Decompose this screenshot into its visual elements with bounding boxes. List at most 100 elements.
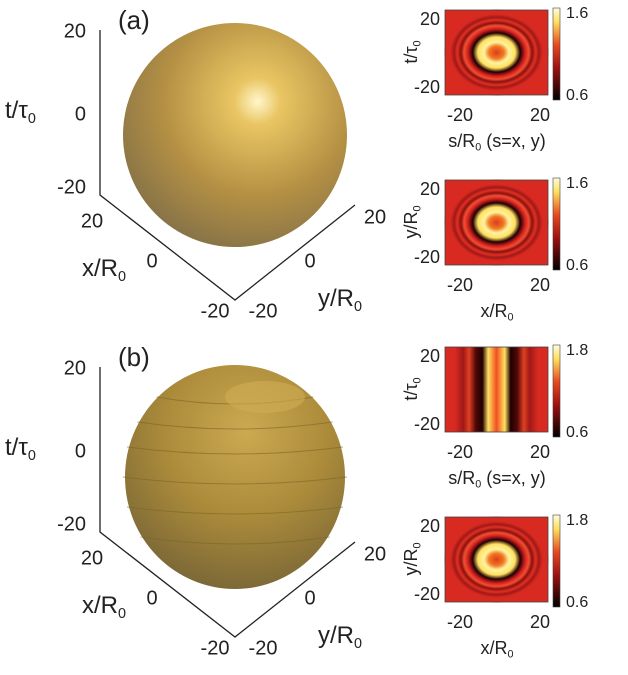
heatmap-rings: [444, 179, 549, 266]
x-axis-label-sub: 0: [118, 606, 126, 622]
y-axis-label-main: y/R: [318, 285, 354, 312]
iso-ridge: [140, 536, 330, 545]
x-tick-label: 0: [146, 587, 157, 609]
colorbar-tick-label: 1.8: [566, 512, 588, 529]
y-axis-label: y/R0: [318, 285, 362, 315]
map-x-label-rest: (s=x, y): [481, 468, 546, 488]
map-y-label: t/τ0: [401, 40, 424, 63]
map-y-tick-label: 20: [420, 9, 440, 29]
y-tick-label: 20: [364, 206, 386, 228]
z-tick-label: 0: [75, 103, 86, 125]
iso-ridge: [137, 421, 333, 430]
map-x-label: s/R0 (s=x, y): [448, 468, 546, 491]
colorbar-tick-label: 1.6: [566, 5, 588, 22]
y-axis-label-main: y/R: [318, 622, 354, 649]
x-tick-label: 20: [81, 547, 103, 569]
map-x-label: s/R0 (s=x, y): [448, 131, 546, 154]
map-x-label-sub: 0: [475, 141, 481, 153]
map-x-label-sub: 0: [507, 648, 513, 660]
map-x-tick-label: 20: [530, 275, 550, 295]
map-x-tick-label: 20: [530, 105, 550, 125]
map-x-label-main: s/R: [448, 468, 475, 488]
x-tick-label: 20: [81, 210, 103, 232]
panel-label: (b): [118, 342, 150, 372]
x-axis-label-main: x/R: [82, 592, 118, 619]
map-y-label-sub: 0: [411, 205, 423, 211]
colorbar: [552, 514, 561, 608]
isosurface: [125, 365, 345, 589]
y-axis-label-sub: 0: [354, 636, 362, 652]
y-tick-label: 20: [364, 543, 386, 565]
x-tick-label: 0: [146, 250, 157, 272]
z-tick-label: 0: [75, 440, 86, 462]
z-axis-label: t/τ0: [5, 434, 36, 464]
map-x-label: x/R0: [480, 301, 513, 324]
isosurface: [123, 23, 347, 247]
map-x-label: x/R0: [480, 638, 513, 661]
map-x-label-sub: 0: [475, 478, 481, 490]
colorbar-tick-label: 1.6: [566, 175, 588, 192]
heatmap-frame: [444, 179, 549, 266]
map-y-tick-label: 20: [420, 346, 440, 366]
map-y-label-main: t/τ: [401, 383, 421, 400]
z-axis-label: t/τ0: [5, 97, 36, 127]
map-y-tick-label: -20: [414, 247, 440, 267]
map-y-label-main: t/τ: [401, 46, 421, 63]
z-axis-label-main: t/τ: [5, 97, 28, 124]
colorbar-tick-label: 0.6: [566, 594, 588, 611]
heatmap: 1.60.620-20-20 20s/R0 (s=x, y)t/τ0: [401, 5, 589, 153]
map-y-label-sub: 0: [411, 542, 423, 548]
map-y-label-main: y/R: [401, 549, 421, 576]
iso-ridge: [127, 446, 343, 455]
colorbar: [552, 7, 561, 101]
axis-box: [99, 30, 356, 301]
y-tick-label: -20: [249, 300, 278, 322]
map-x-label-main: x/R: [480, 301, 507, 321]
z-axis-label-sub: 0: [28, 111, 36, 127]
map-x-label-main: s/R: [448, 131, 475, 151]
y-tick-label: 0: [304, 250, 315, 272]
colorbar-tick-label: 0.6: [566, 87, 588, 104]
map-x-tick-label: 20: [530, 612, 550, 632]
colorbar-tick-label: 1.8: [566, 342, 588, 359]
heatmap: 1.80.620-20-20 20x/R0y/R0: [401, 512, 589, 660]
heatmap-stripes: [455, 347, 538, 432]
x-axis-label: x/R0: [82, 255, 126, 285]
map-y-label: y/R0: [401, 542, 424, 575]
colorbar: [552, 344, 561, 438]
map-x-label-sub: 0: [507, 311, 513, 323]
map-y-label: t/τ0: [401, 377, 424, 400]
y-tick-label: -20: [249, 637, 278, 659]
panel-label: (a): [118, 5, 150, 35]
iso-cap: [225, 381, 305, 413]
z-axis-label-sub: 0: [28, 448, 36, 464]
iso-ridge: [127, 506, 343, 515]
z-tick-label: 20: [64, 357, 86, 379]
z-tick-label: -20: [57, 513, 86, 535]
y-axis-label: y/R0: [318, 622, 362, 652]
map-x-tick-label: -20: [447, 612, 473, 632]
y-tick-label: 0: [304, 587, 315, 609]
x-tick-label: -20: [201, 300, 230, 322]
colorbar-tick-label: 0.6: [566, 424, 588, 441]
heatmap-rings: [444, 516, 549, 603]
map-y-tick-label: -20: [414, 414, 440, 434]
map-x-label-main: x/R: [480, 638, 507, 658]
z-tick-label: 20: [64, 20, 86, 42]
map-y-tick-label: 20: [420, 179, 440, 199]
map-y-label-main: y/R: [401, 212, 421, 239]
heatmap: 1.80.620-20-20 20s/R0 (s=x, y)t/τ0: [401, 342, 589, 490]
map-y-label: y/R0: [401, 205, 424, 238]
z-axis-label-main: t/τ: [5, 434, 28, 461]
axis-box: [99, 367, 356, 638]
map-y-label-sub: 0: [411, 377, 423, 383]
heatmap-rings: [444, 9, 549, 96]
map-x-tick-label: -20: [447, 105, 473, 125]
z-tick-label: -20: [57, 176, 86, 198]
x-axis-label-main: x/R: [82, 255, 118, 282]
map-x-tick-label: -20: [447, 275, 473, 295]
iso-ridge: [122, 476, 348, 485]
y-axis-label-sub: 0: [354, 299, 362, 315]
